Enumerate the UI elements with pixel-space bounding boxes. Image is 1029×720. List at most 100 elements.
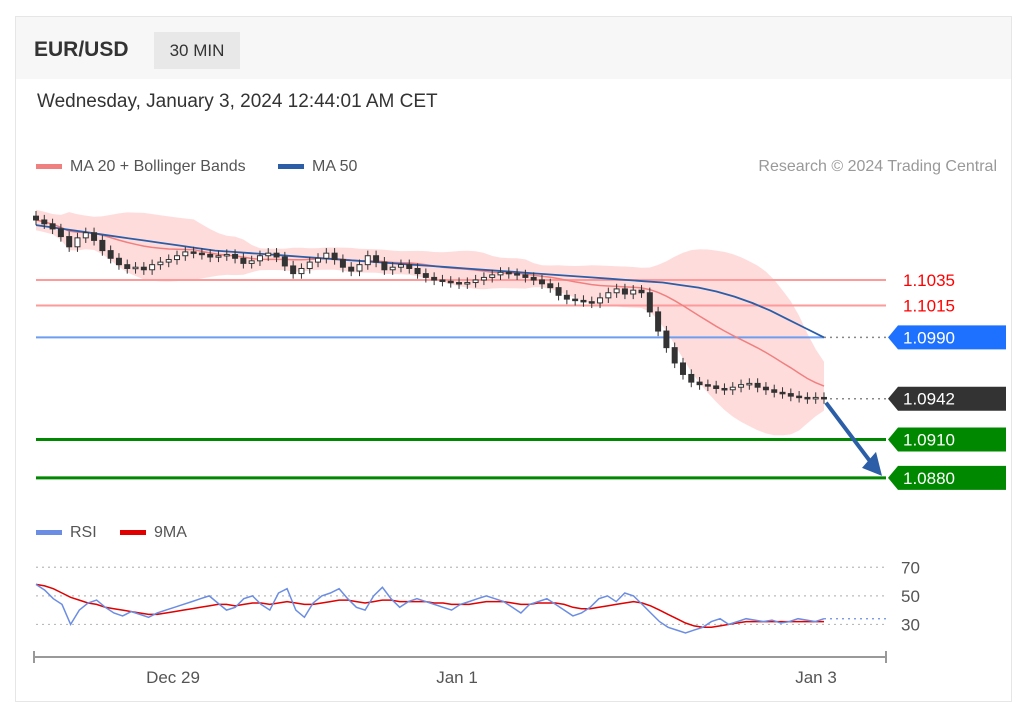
candle-body: [323, 252, 330, 259]
candle-body: [74, 237, 81, 248]
candle-body: [256, 255, 263, 262]
rsi-plot: 70 50 30: [35, 558, 920, 634]
candle-body: [91, 232, 98, 241]
candle-body: [721, 387, 728, 391]
price-chart-svg: MA 20 + Bollinger Bands MA 50 Research ©…: [33, 158, 1006, 687]
candle-body: [339, 259, 346, 268]
candle-body: [431, 276, 438, 281]
x-tick-dec29: Dec 29: [146, 668, 200, 687]
ma50-line: [35, 224, 825, 339]
candle-body: [796, 395, 803, 399]
candle-body: [99, 239, 106, 252]
research-credit: Research © 2024 Trading Central: [758, 158, 997, 175]
candle-body: [671, 347, 678, 364]
candle-body: [804, 396, 811, 400]
candle-body: [248, 260, 255, 264]
candle-body: [638, 289, 645, 294]
candle-body: [315, 257, 322, 263]
candle-body: [33, 215, 39, 221]
chart-header: EUR/USD 30 MIN: [16, 17, 1011, 79]
candle-body: [538, 279, 545, 285]
candle-body: [497, 271, 504, 276]
candle-body: [746, 382, 753, 386]
candle-body: [580, 299, 587, 303]
rsi-tick-70: 70: [901, 558, 920, 577]
candle-body: [646, 292, 653, 313]
candle-body: [439, 279, 446, 282]
candle-body: [688, 373, 695, 383]
candle-body: [779, 391, 786, 395]
candle-body: [480, 276, 487, 281]
forecast-arrow-shaft: [824, 401, 874, 466]
level-label-5: 1.0880: [903, 469, 955, 488]
candle-body: [522, 274, 529, 278]
candle-body: [505, 271, 512, 275]
candle-body: [738, 384, 745, 388]
candle-body: [821, 396, 827, 400]
candle-body: [588, 301, 595, 304]
candle-body: [66, 236, 73, 248]
candle-body: [389, 266, 396, 271]
legend-rsi-label: RSI: [70, 524, 97, 541]
candle-body: [198, 252, 205, 256]
bollinger-band: [36, 209, 824, 436]
price-plot: 1.1035 1.1015 1.0990 1.0942 1.0910 1.0880: [33, 209, 1006, 490]
candle-body: [157, 261, 164, 266]
chart-datetime: Wednesday, January 3, 2024 12:44:01 AM C…: [37, 91, 438, 112]
level-tag-3: [888, 386, 1006, 411]
candle-body: [290, 265, 297, 275]
level-tag-4: [888, 427, 1006, 452]
rsi-line: [35, 583, 825, 634]
level-label-2: 1.0990: [903, 328, 955, 347]
candle-body: [41, 219, 48, 225]
timeframe-badge[interactable]: 30 MIN: [154, 32, 240, 69]
candle-body: [306, 261, 313, 269]
candle-body: [422, 273, 429, 278]
candle-body: [489, 274, 496, 278]
candle-body: [447, 280, 454, 284]
candle-body: [373, 255, 380, 263]
candle-body: [82, 232, 89, 239]
rsi-9ma-line: [35, 583, 824, 629]
candle-body: [762, 386, 769, 391]
candle-body: [621, 288, 628, 295]
forecast-arrow-head: [862, 451, 882, 476]
rsi-tick-50: 50: [901, 587, 920, 606]
candle-body: [713, 385, 720, 389]
candle-body: [406, 264, 413, 269]
candle-body: [530, 276, 537, 281]
candle-body: [132, 266, 139, 270]
candle-body: [514, 273, 521, 276]
candle-body: [364, 255, 371, 266]
legend-ma20-label: MA 20 + Bollinger Bands: [70, 158, 246, 175]
candle-body: [115, 257, 122, 266]
candle-body: [679, 362, 686, 375]
candle-body: [298, 267, 305, 275]
candle-body: [787, 393, 794, 397]
level-label-3: 1.0942: [903, 390, 955, 409]
candle-body: [464, 282, 471, 285]
level-label-4: 1.0910: [903, 431, 955, 450]
chart-card: EUR/USD 30 MIN Wednesday, January 3, 202…: [15, 16, 1012, 702]
candle-body: [605, 292, 612, 299]
candle-body: [655, 311, 662, 332]
candle-body: [597, 297, 604, 304]
candle-body: [663, 330, 670, 349]
candle-body: [696, 381, 703, 386]
legend-ma50-swatch: [278, 164, 304, 169]
level-tag-5: [888, 465, 1006, 490]
candle-body: [472, 279, 479, 284]
candle-body: [165, 259, 172, 263]
legend-ma20-swatch: [36, 164, 62, 169]
candle-body: [207, 253, 214, 258]
candle-body: [812, 396, 819, 400]
symbol-title: EUR/USD: [34, 38, 129, 61]
candle-body: [149, 264, 156, 271]
candle-body: [331, 252, 338, 261]
level-label-0: 1.1035: [903, 271, 955, 290]
candle-body: [381, 261, 388, 271]
legend-rsi-swatch: [36, 530, 62, 535]
candle-body: [456, 282, 463, 285]
candle-body: [563, 294, 570, 300]
candle-body: [240, 257, 247, 264]
